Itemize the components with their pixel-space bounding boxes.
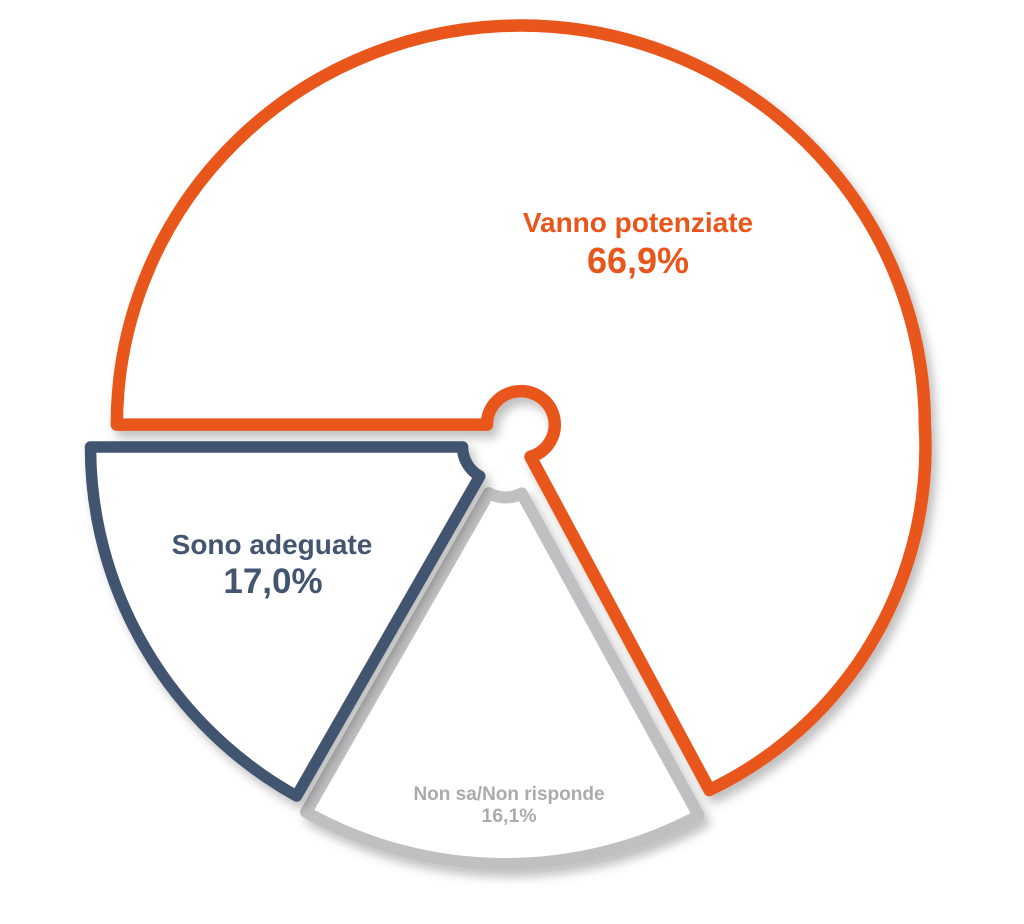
svg-text:Non sa/Non risponde: Non sa/Non risponde — [413, 784, 604, 805]
svg-text:16,1%: 16,1% — [481, 805, 536, 827]
svg-text:17,0%: 17,0% — [223, 562, 322, 601]
svg-text:Vanno potenziate: Vanno potenziate — [523, 207, 753, 238]
svg-text:66,9%: 66,9% — [587, 240, 689, 281]
svg-text:Sono adeguate: Sono adeguate — [172, 529, 373, 560]
